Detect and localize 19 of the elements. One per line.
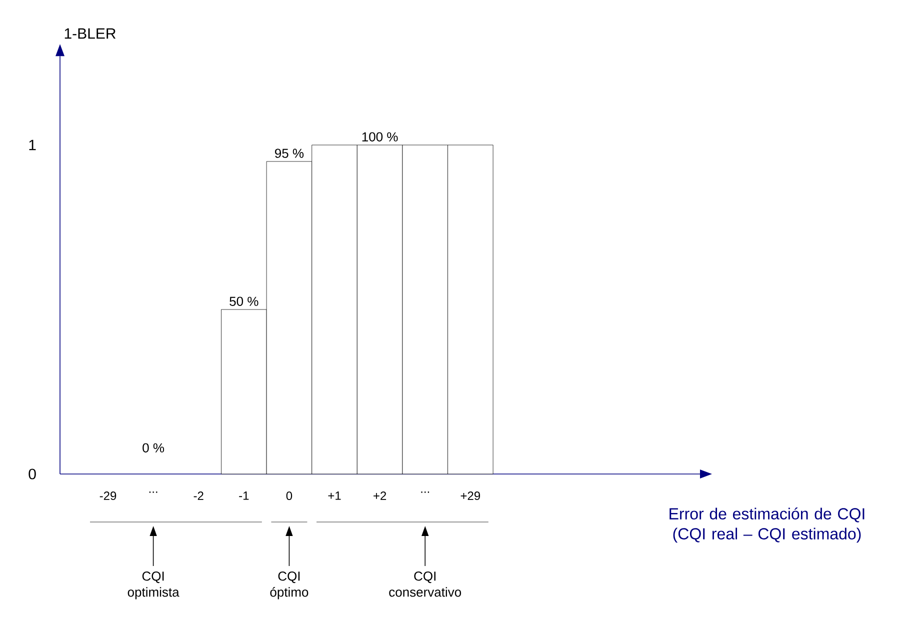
text: Error de estimación de CQI (CQI real – CQI estimado) [670, 508, 864, 543]
x-tick-label: -1 [239, 492, 249, 500]
x-tick-label: +1 [328, 492, 341, 500]
y-axis-title: 1-BLER [64, 28, 116, 39]
text: CQI conservativo [389, 572, 462, 597]
y-tick-label: 1 [29, 140, 36, 150]
data-label: 50 % [230, 296, 258, 306]
x-tick-label: -2 [194, 492, 204, 500]
x-tick-label: ... [421, 492, 430, 493]
x-tick-label: 0 [286, 492, 292, 500]
x-tick-label: +29 [460, 492, 480, 500]
data-label: 100 % [362, 132, 398, 142]
text: CQI optimista [128, 572, 180, 600]
x-tick-label: +2 [374, 492, 386, 500]
text: CQI óptimo [270, 572, 308, 600]
data-label: 0 % [142, 443, 164, 452]
data-label: 95 % [275, 148, 304, 158]
x-tick-label: ... [149, 492, 158, 493]
x-tick-label: -29 [100, 492, 116, 500]
